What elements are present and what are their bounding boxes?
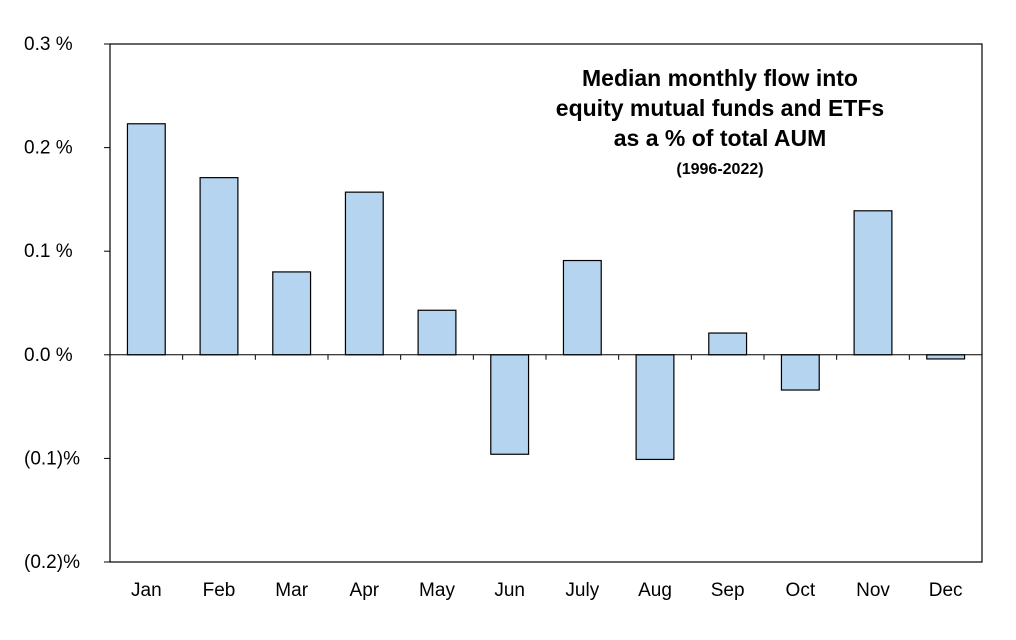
bar-aug [635,354,675,461]
y-tick-label: 0.1 % [24,241,73,262]
title-line-2: equity mutual funds and ETFs [556,95,884,121]
x-tick-label-july: July [565,580,599,601]
bar-july [562,259,602,356]
bar-may [417,309,457,356]
x-tick-label-oct: Oct [786,580,816,601]
bar-nov [853,210,893,356]
plot-area-frame [109,43,983,563]
bar-oct [780,354,820,391]
x-tick-label-mar: Mar [275,580,308,601]
y-tick-label: 0.0 % [24,345,73,366]
chart-title: Median monthly flow into equity mutual f… [556,65,884,178]
bar-sep [708,332,748,356]
y-tick-label: (0.1)% [24,448,80,469]
title-line-1: Median monthly flow into [582,65,858,91]
x-tick-label-apr: Apr [350,580,380,601]
y-tick-label: 0.3 % [24,34,73,55]
x-tick-label-sep: Sep [711,580,745,601]
x-tick-label-dec: Dec [929,580,963,601]
bar-apr [344,191,384,356]
bar-jan [126,123,166,356]
bar-feb [199,177,239,356]
y-tick-label: 0.2 % [24,138,73,159]
title-line-3: as a % of total AUM [614,125,827,151]
x-tick-label-feb: Feb [203,580,236,601]
bar-dec [926,354,966,360]
chart-subtitle: (1996-2022) [676,161,763,178]
x-tick-label-jun: Jun [494,580,525,601]
bar-mar [272,271,312,356]
bar-jun [490,354,530,455]
y-tick-label: (0.2)% [24,552,80,573]
x-tick-label-aug: Aug [638,580,672,601]
x-tick-label-nov: Nov [856,580,890,601]
x-tick-label-may: May [419,580,455,601]
x-tick-label-jan: Jan [131,580,162,601]
